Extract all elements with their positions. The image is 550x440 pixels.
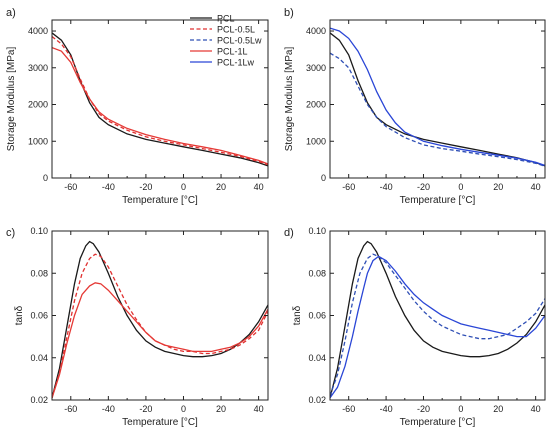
- x-tick-label: -60: [342, 182, 355, 192]
- x-tick-label: 40: [254, 182, 264, 192]
- series-group: [52, 32, 268, 167]
- y-axis-label: Storage Modulus [MPa]: [284, 47, 295, 152]
- panel-b: -60 -40 -20 0 20 40 0 1000 2000 3000 4000 Temperatu…: [284, 7, 546, 206]
- panel-a: -60 -40 -20 0 20 40 0 1000 2000 3000 4000 Temperatu…: [6, 7, 269, 206]
- x-tick-label: -20: [139, 182, 152, 192]
- legend-label-PCL-0.5L: PCL-0.5L: [217, 25, 255, 35]
- y-tick-label: 0.08: [30, 268, 48, 278]
- x-tick-label: 40: [254, 404, 264, 414]
- series-line-PCL-0.5Lw: [330, 253, 545, 397]
- series-group: [330, 27, 545, 167]
- x-tick-label: -60: [342, 404, 355, 414]
- plot-frame: [51, 230, 269, 401]
- y-tick-label: 0.10: [308, 226, 326, 236]
- y-tick-label: 0.02: [308, 395, 326, 405]
- legend-label-PCL-1L: PCL-1L: [217, 47, 248, 57]
- x-tick-label: -60: [64, 182, 77, 192]
- x-axis-label: Temperature [°C]: [122, 195, 198, 206]
- x-tick-label: -60: [64, 404, 77, 414]
- series-group: [330, 240, 545, 399]
- x-tick-label: -40: [380, 182, 393, 192]
- x-tick-label: 40: [531, 182, 541, 192]
- panel-label: a): [6, 7, 16, 19]
- x-tick-label: 0: [458, 404, 463, 414]
- x-axis-label: Temperature [°C]: [400, 195, 476, 206]
- y-tick-label: 3000: [28, 63, 48, 73]
- y-axis-label: tanδ: [292, 305, 303, 325]
- y-tick-label: 0: [321, 173, 326, 183]
- series-line-PCL-0.5Lw: [330, 52, 545, 167]
- y-tick-label: 0.08: [308, 268, 326, 278]
- y-tick-label: 0: [43, 173, 48, 183]
- x-tick-label: 0: [181, 182, 186, 192]
- x-tick-label: -20: [139, 404, 152, 414]
- series-line-PCL-1L: [52, 282, 268, 399]
- x-tick-label: -20: [417, 182, 430, 192]
- y-tick-label: 0.02: [30, 395, 48, 405]
- series-line-PCL-1L: [52, 46, 268, 165]
- series-line-PCL-1Lw: [330, 27, 545, 167]
- panel-label: c): [6, 227, 15, 239]
- y-tick-label: 3000: [306, 63, 326, 73]
- series-line-PCL-0.5L: [52, 35, 268, 166]
- x-tick-label: -40: [102, 404, 115, 414]
- legend-label-PCL: PCL: [217, 14, 235, 24]
- y-tick-label: 1000: [28, 136, 48, 146]
- y-tick-label: 2000: [306, 100, 326, 110]
- plot-frame: [51, 19, 269, 179]
- series-line-PCL: [52, 240, 268, 399]
- x-tick-label: 20: [216, 404, 226, 414]
- y-tick-label: 2000: [28, 100, 48, 110]
- panel-label: b): [284, 7, 294, 19]
- plot-frame: [329, 19, 546, 179]
- x-tick-label: 40: [531, 404, 541, 414]
- legend-label-PCL-0.5Lw: PCL-0.5Lw: [217, 36, 262, 46]
- x-tick-label: 0: [458, 182, 463, 192]
- x-tick-label: 20: [493, 182, 503, 192]
- x-tick-label: -40: [380, 404, 393, 414]
- y-tick-label: 4000: [306, 26, 326, 36]
- legend-label-PCL-1Lw: PCL-1Lw: [217, 58, 255, 68]
- x-tick-label: -40: [102, 182, 115, 192]
- y-tick-label: 0.10: [30, 226, 48, 236]
- series-group: [52, 240, 268, 399]
- series-line-PCL-1Lw: [330, 255, 545, 399]
- x-tick-label: 0: [181, 404, 186, 414]
- y-tick-label: 0.04: [30, 353, 48, 363]
- y-tick-label: 4000: [28, 26, 48, 36]
- y-tick-label: 0.04: [308, 353, 326, 363]
- series-line-PCL: [330, 32, 545, 167]
- plot-frame: [329, 230, 546, 401]
- x-axis-label: Temperature [°C]: [400, 417, 476, 428]
- x-tick-label: 20: [216, 182, 226, 192]
- y-axis-label: tanδ: [14, 305, 25, 325]
- y-tick-label: 0.06: [308, 311, 326, 321]
- x-tick-label: -20: [417, 404, 430, 414]
- series-line-PCL: [330, 240, 545, 399]
- x-axis-label: Temperature [°C]: [122, 417, 198, 428]
- y-tick-label: 1000: [306, 136, 326, 146]
- panel-d: -60 -40 -20 0 20 40 0.02 0.04 0.06 0.08 0.10 Temper…: [284, 226, 546, 428]
- series-line-PCL-0.5L: [52, 253, 268, 399]
- panel-label: d): [284, 227, 294, 239]
- panel-c: -60 -40 -20 0 20 40 0.02 0.04 0.06 0.08 0.10 Temper…: [6, 226, 269, 428]
- y-axis-label: Storage Modulus [MPa]: [6, 47, 17, 152]
- y-tick-label: 0.06: [30, 311, 48, 321]
- x-tick-label: 20: [493, 404, 503, 414]
